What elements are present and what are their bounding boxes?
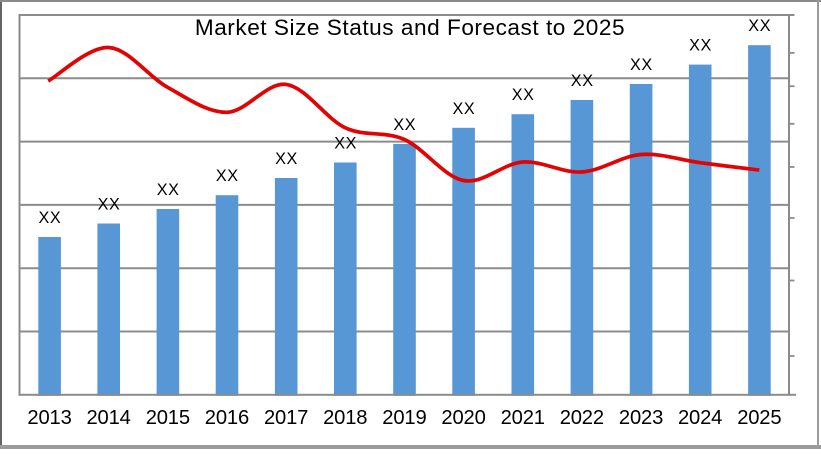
svg-text:XX: XX	[216, 167, 238, 185]
svg-text:XX: XX	[393, 116, 415, 134]
svg-text:2014: 2014	[87, 407, 131, 429]
svg-text:2025: 2025	[737, 407, 781, 429]
svg-text:XX: XX	[689, 37, 711, 55]
svg-text:XX: XX	[571, 72, 593, 90]
svg-text:2023: 2023	[619, 407, 663, 429]
svg-text:2020: 2020	[441, 407, 485, 429]
svg-text:XX: XX	[453, 100, 475, 118]
svg-text:2015: 2015	[146, 407, 190, 429]
svg-text:2017: 2017	[264, 407, 308, 429]
svg-text:XX: XX	[157, 181, 179, 199]
svg-text:XX: XX	[275, 150, 297, 168]
svg-text:XX: XX	[512, 86, 534, 104]
svg-text:2016: 2016	[205, 407, 249, 429]
svg-text:XX: XX	[38, 209, 60, 227]
svg-text:2024: 2024	[678, 407, 722, 429]
svg-text:XX: XX	[98, 196, 120, 214]
svg-text:Market Size Status and Forecas: Market Size Status and Forecast to 2025	[195, 15, 625, 40]
svg-text:2013: 2013	[27, 407, 71, 429]
svg-text:XX: XX	[630, 56, 652, 74]
svg-text:XX: XX	[748, 17, 770, 35]
svg-text:2021: 2021	[501, 407, 545, 429]
svg-text:2019: 2019	[382, 407, 426, 429]
svg-text:2018: 2018	[323, 407, 367, 429]
svg-text:XX: XX	[334, 135, 356, 153]
svg-text:2022: 2022	[560, 407, 604, 429]
